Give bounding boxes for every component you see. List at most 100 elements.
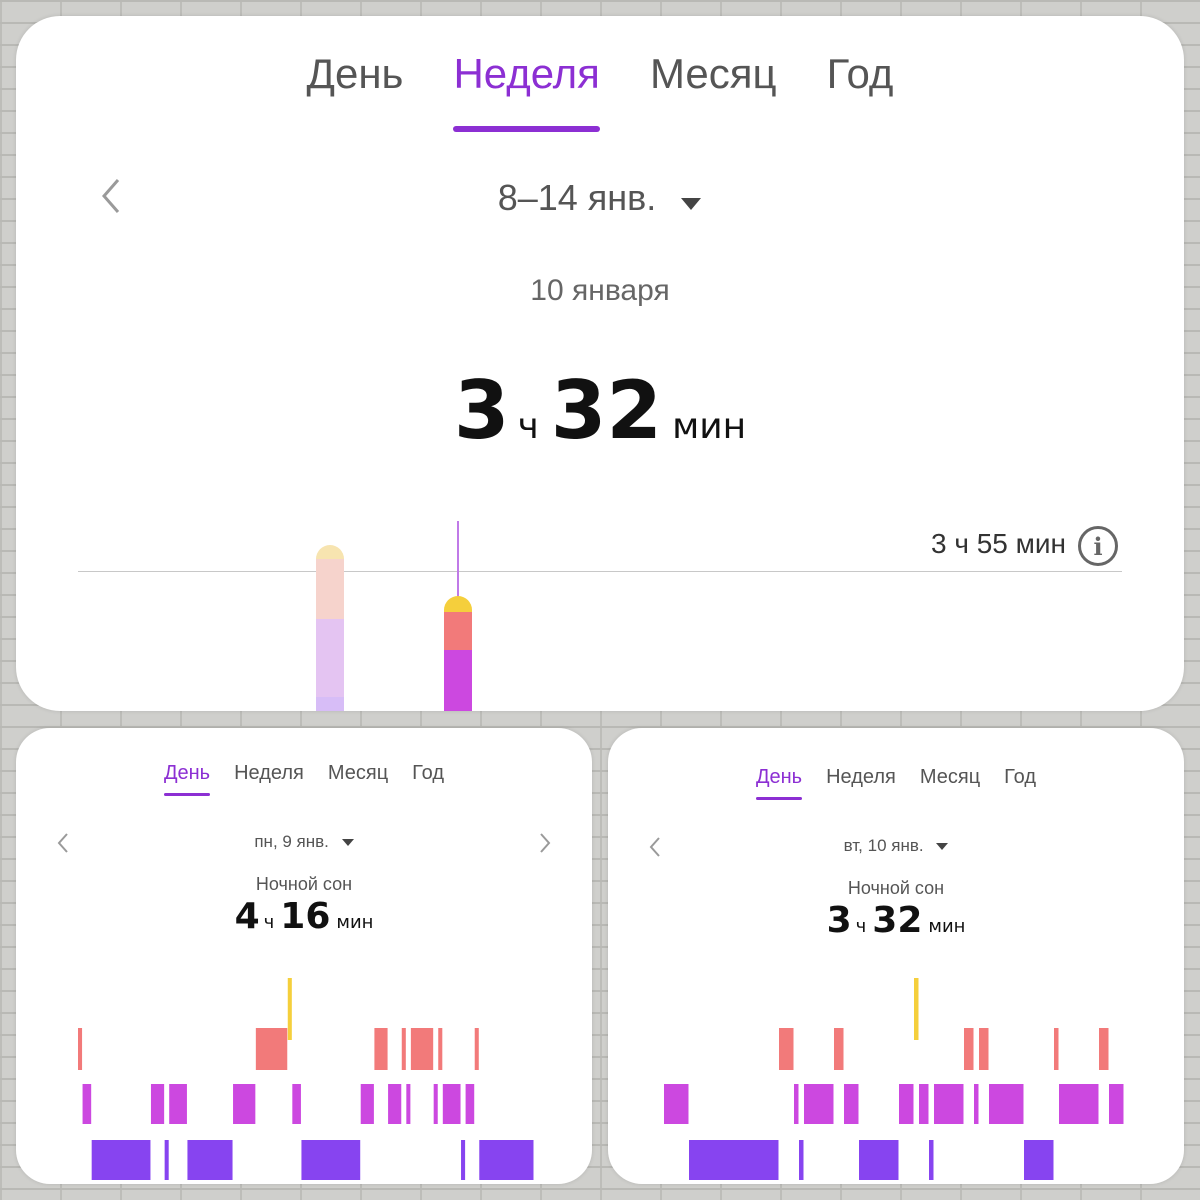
bar-segment-rem [316,559,344,619]
bar-segment-rem [444,612,472,650]
sleep-duration: 4 ч 16 мин [16,896,592,937]
tab-label: День [163,762,211,784]
duration-hours-unit: ч [517,406,539,447]
tab-month[interactable]: Месяц [650,46,777,132]
hypnogram-segment-rem [401,1028,406,1070]
tab-underline [755,797,803,800]
hypnogram-segment-light [794,1084,799,1124]
hypnogram-segment-light [360,1084,374,1124]
tab-label: Месяц [327,762,389,784]
week-bar-tue[interactable] [444,596,472,711]
tab-label: День [755,766,803,788]
hypnogram-segment-light [169,1084,187,1124]
week-bar-mon[interactable] [316,545,344,711]
tab-underline [163,793,211,796]
hypnogram-segment-deep [479,1140,534,1180]
sleep-duration: 3 ч 32 мин [608,900,1184,941]
hypnogram-segment-light [919,1084,929,1124]
hypnogram-segment-deep [859,1140,899,1180]
tab-day[interactable]: День [163,760,211,796]
chevron-left-icon[interactable] [98,176,124,220]
hypnogram-segment-light [899,1084,914,1124]
hypnogram-segment-light [292,1084,301,1124]
hypnogram-segment-deep [187,1140,233,1180]
hypnogram-segment-deep [689,1140,779,1180]
hypnogram-segment-light [233,1084,256,1124]
chevron-left-icon[interactable] [56,832,70,858]
tab-label: Неделя [826,766,896,788]
hypnogram-segment-light [150,1084,165,1124]
date-selector[interactable]: пн, 9 янв. [16,832,592,852]
hypnogram-segment-light [82,1084,92,1124]
hypnogram-segment-rem [410,1028,434,1070]
average-label: 3 ч 55 мин [931,528,1066,559]
period-tabs: День Неделя Месяц Год [16,760,592,796]
hypnogram-segment-light [934,1084,964,1124]
duration-minutes-unit: мин [336,912,374,933]
duration-hours: 4 [234,896,260,937]
tab-week[interactable]: Неделя [826,764,896,800]
tab-underline [453,126,600,132]
duration-minutes-unit: мин [928,916,966,937]
hypnogram-segment-deep [461,1140,466,1180]
date-range-label: 8–14 янв. [497,177,657,218]
info-icon[interactable]: i [1078,526,1118,566]
hypnogram-segment-awake [914,978,919,1040]
period-tabs: День Неделя Месяц Год [608,764,1184,800]
tab-week[interactable]: Неделя [234,760,304,796]
hypnogram-segment-deep [929,1140,934,1180]
bar-segment-light [316,619,344,697]
hypnogram-segment-deep [301,1140,361,1180]
tab-day[interactable]: День [755,764,803,800]
tab-day[interactable]: День [307,46,404,132]
selected-date: 10 января [530,274,670,307]
tab-month[interactable]: Месяц [920,764,980,800]
tab-year[interactable]: Год [827,46,894,132]
hypnogram-segment-light [664,1084,689,1124]
tab-label: Год [826,50,894,97]
caret-down-icon [936,836,949,856]
hypnogram-segment-rem [964,1028,974,1070]
date-range-selector[interactable]: 8–14 янв. [16,176,1184,222]
hypnogram-segment-deep [164,1140,169,1180]
tab-week[interactable]: Неделя [453,46,600,132]
hypnogram-segment-light [465,1084,475,1124]
hypnogram-segment-deep [1024,1140,1054,1180]
tab-year[interactable]: Год [1004,764,1036,800]
date-selector[interactable]: вт, 10 янв. [608,836,1184,856]
hypnogram-segment-light [1109,1084,1124,1124]
date-label: пн, 9 янв. [254,832,329,851]
tab-year[interactable]: Год [412,760,444,796]
bar-segment-awake [444,596,472,616]
bar-segment-light [444,650,472,711]
weekly-sleep-panel: День Неделя Месяц Год 8–14 янв. 10 январ… [16,16,1184,711]
hypnogram-segment-light [388,1084,402,1124]
hypnogram-segment-deep [91,1140,151,1180]
day-sleep-panel-tue: День Неделя Месяц Год вт, 10 янв. Ночной… [608,728,1184,1184]
hypnogram-segment-rem [779,1028,794,1070]
average-line [78,571,1122,572]
chevron-right-icon[interactable] [538,832,552,858]
tab-month[interactable]: Месяц [328,760,388,796]
hypnogram-segment-light [974,1084,979,1124]
hypnogram-chart [664,978,1124,1180]
duration-minutes: 16 [280,896,331,937]
tab-label: Неделя [453,50,600,97]
sleep-duration: 3 ч 32 мин [16,364,1184,457]
period-tabs: День Неделя Месяц Год [16,46,1184,132]
hypnogram-segment-light [844,1084,859,1124]
hypnogram-segment-rem [474,1028,479,1070]
duration-minutes-unit: мин [672,406,747,447]
day-sleep-panel-mon: День Неделя Месяц Год пн, 9 янв. Ночной … [16,728,592,1184]
duration-hours-unit: ч [855,916,867,937]
caret-down-icon [680,178,702,222]
hypnogram-segment-rem [374,1028,388,1070]
hypnogram-segment-light [989,1084,1024,1124]
caret-down-icon [341,832,354,852]
hypnogram-segment-rem [1054,1028,1059,1070]
tab-label: Месяц [919,766,981,788]
chevron-left-icon[interactable] [648,836,662,862]
hypnogram-segment-light [1059,1084,1099,1124]
hypnogram-chart [78,978,534,1180]
duration-hours-unit: ч [263,912,275,933]
